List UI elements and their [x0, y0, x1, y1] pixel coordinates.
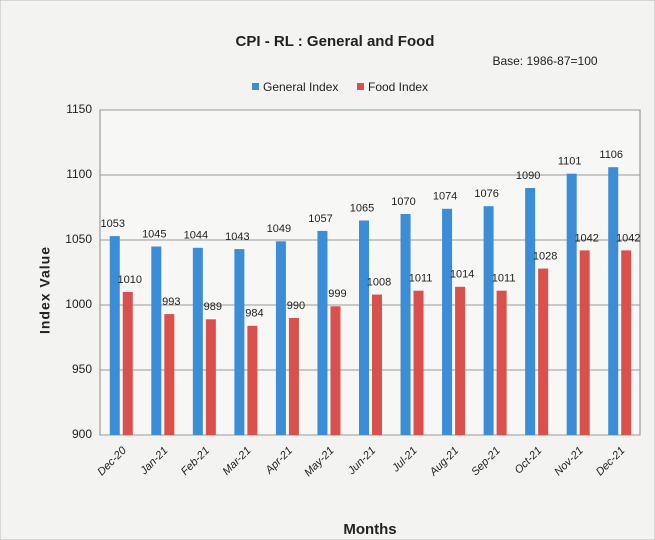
data-label: 990	[287, 300, 305, 312]
data-label: 1101	[558, 156, 582, 168]
bar	[483, 206, 494, 435]
bar	[288, 318, 299, 435]
data-label: 993	[162, 296, 180, 308]
data-label: 999	[328, 288, 346, 300]
legend-label: Food Index	[368, 80, 428, 94]
data-label: 1070	[391, 196, 415, 208]
bar	[566, 173, 577, 435]
bar	[330, 306, 341, 435]
bar	[538, 268, 549, 435]
chart-title: CPI - RL : General and Food	[236, 33, 435, 50]
y-axis-label: Index Value	[37, 246, 53, 334]
data-label: 1045	[142, 228, 166, 240]
legend-label: General Index	[263, 80, 338, 94]
bar	[247, 325, 258, 435]
legend-swatch	[357, 83, 364, 90]
data-label: 1090	[516, 170, 540, 182]
data-label: 989	[204, 301, 222, 313]
data-label: 1011	[409, 273, 433, 285]
bar	[372, 294, 382, 435]
data-label: 1010	[118, 274, 142, 286]
x-axis-label: Months	[343, 521, 396, 538]
data-label: 1044	[184, 230, 208, 242]
data-label: 1074	[433, 191, 457, 203]
y-tick-label: 1000	[65, 297, 92, 311]
bar	[455, 286, 466, 435]
bar	[579, 250, 590, 435]
data-label: 1043	[225, 231, 249, 243]
bar	[608, 167, 619, 435]
plot-area	[99, 109, 641, 436]
bar	[525, 188, 536, 435]
bar	[400, 214, 411, 435]
bar	[205, 319, 216, 435]
data-label: 1057	[308, 213, 332, 225]
data-label: 1076	[474, 188, 498, 200]
bar	[359, 220, 369, 435]
chart-subtitle: Base: 1986-87=100	[492, 54, 597, 68]
y-tick-label: 950	[72, 362, 92, 376]
data-label: 1106	[599, 149, 623, 161]
bar	[413, 290, 424, 435]
bar	[496, 290, 507, 435]
bar	[109, 236, 120, 435]
y-tick-label: 1150	[66, 102, 92, 116]
data-label: 1014	[450, 269, 474, 281]
data-label: 1011	[492, 273, 516, 285]
data-label: 1042	[616, 232, 640, 244]
data-label: 1053	[101, 218, 125, 230]
bar	[151, 246, 162, 435]
bar	[122, 292, 133, 435]
bar	[192, 247, 203, 435]
bar	[621, 250, 632, 435]
bar	[164, 314, 175, 435]
bar	[442, 208, 453, 435]
y-tick-label: 1050	[65, 232, 92, 246]
data-label: 1049	[267, 223, 291, 235]
data-label: 1065	[350, 202, 374, 214]
bar	[317, 230, 328, 435]
data-label: 984	[245, 308, 263, 320]
legend-swatch	[252, 83, 259, 90]
y-tick-label: 900	[72, 427, 92, 441]
data-label: 1008	[367, 277, 391, 289]
y-tick-label: 1100	[66, 167, 92, 181]
data-label: 1028	[533, 251, 557, 263]
bar	[234, 249, 245, 435]
data-label: 1042	[574, 232, 598, 244]
bar	[275, 241, 286, 435]
